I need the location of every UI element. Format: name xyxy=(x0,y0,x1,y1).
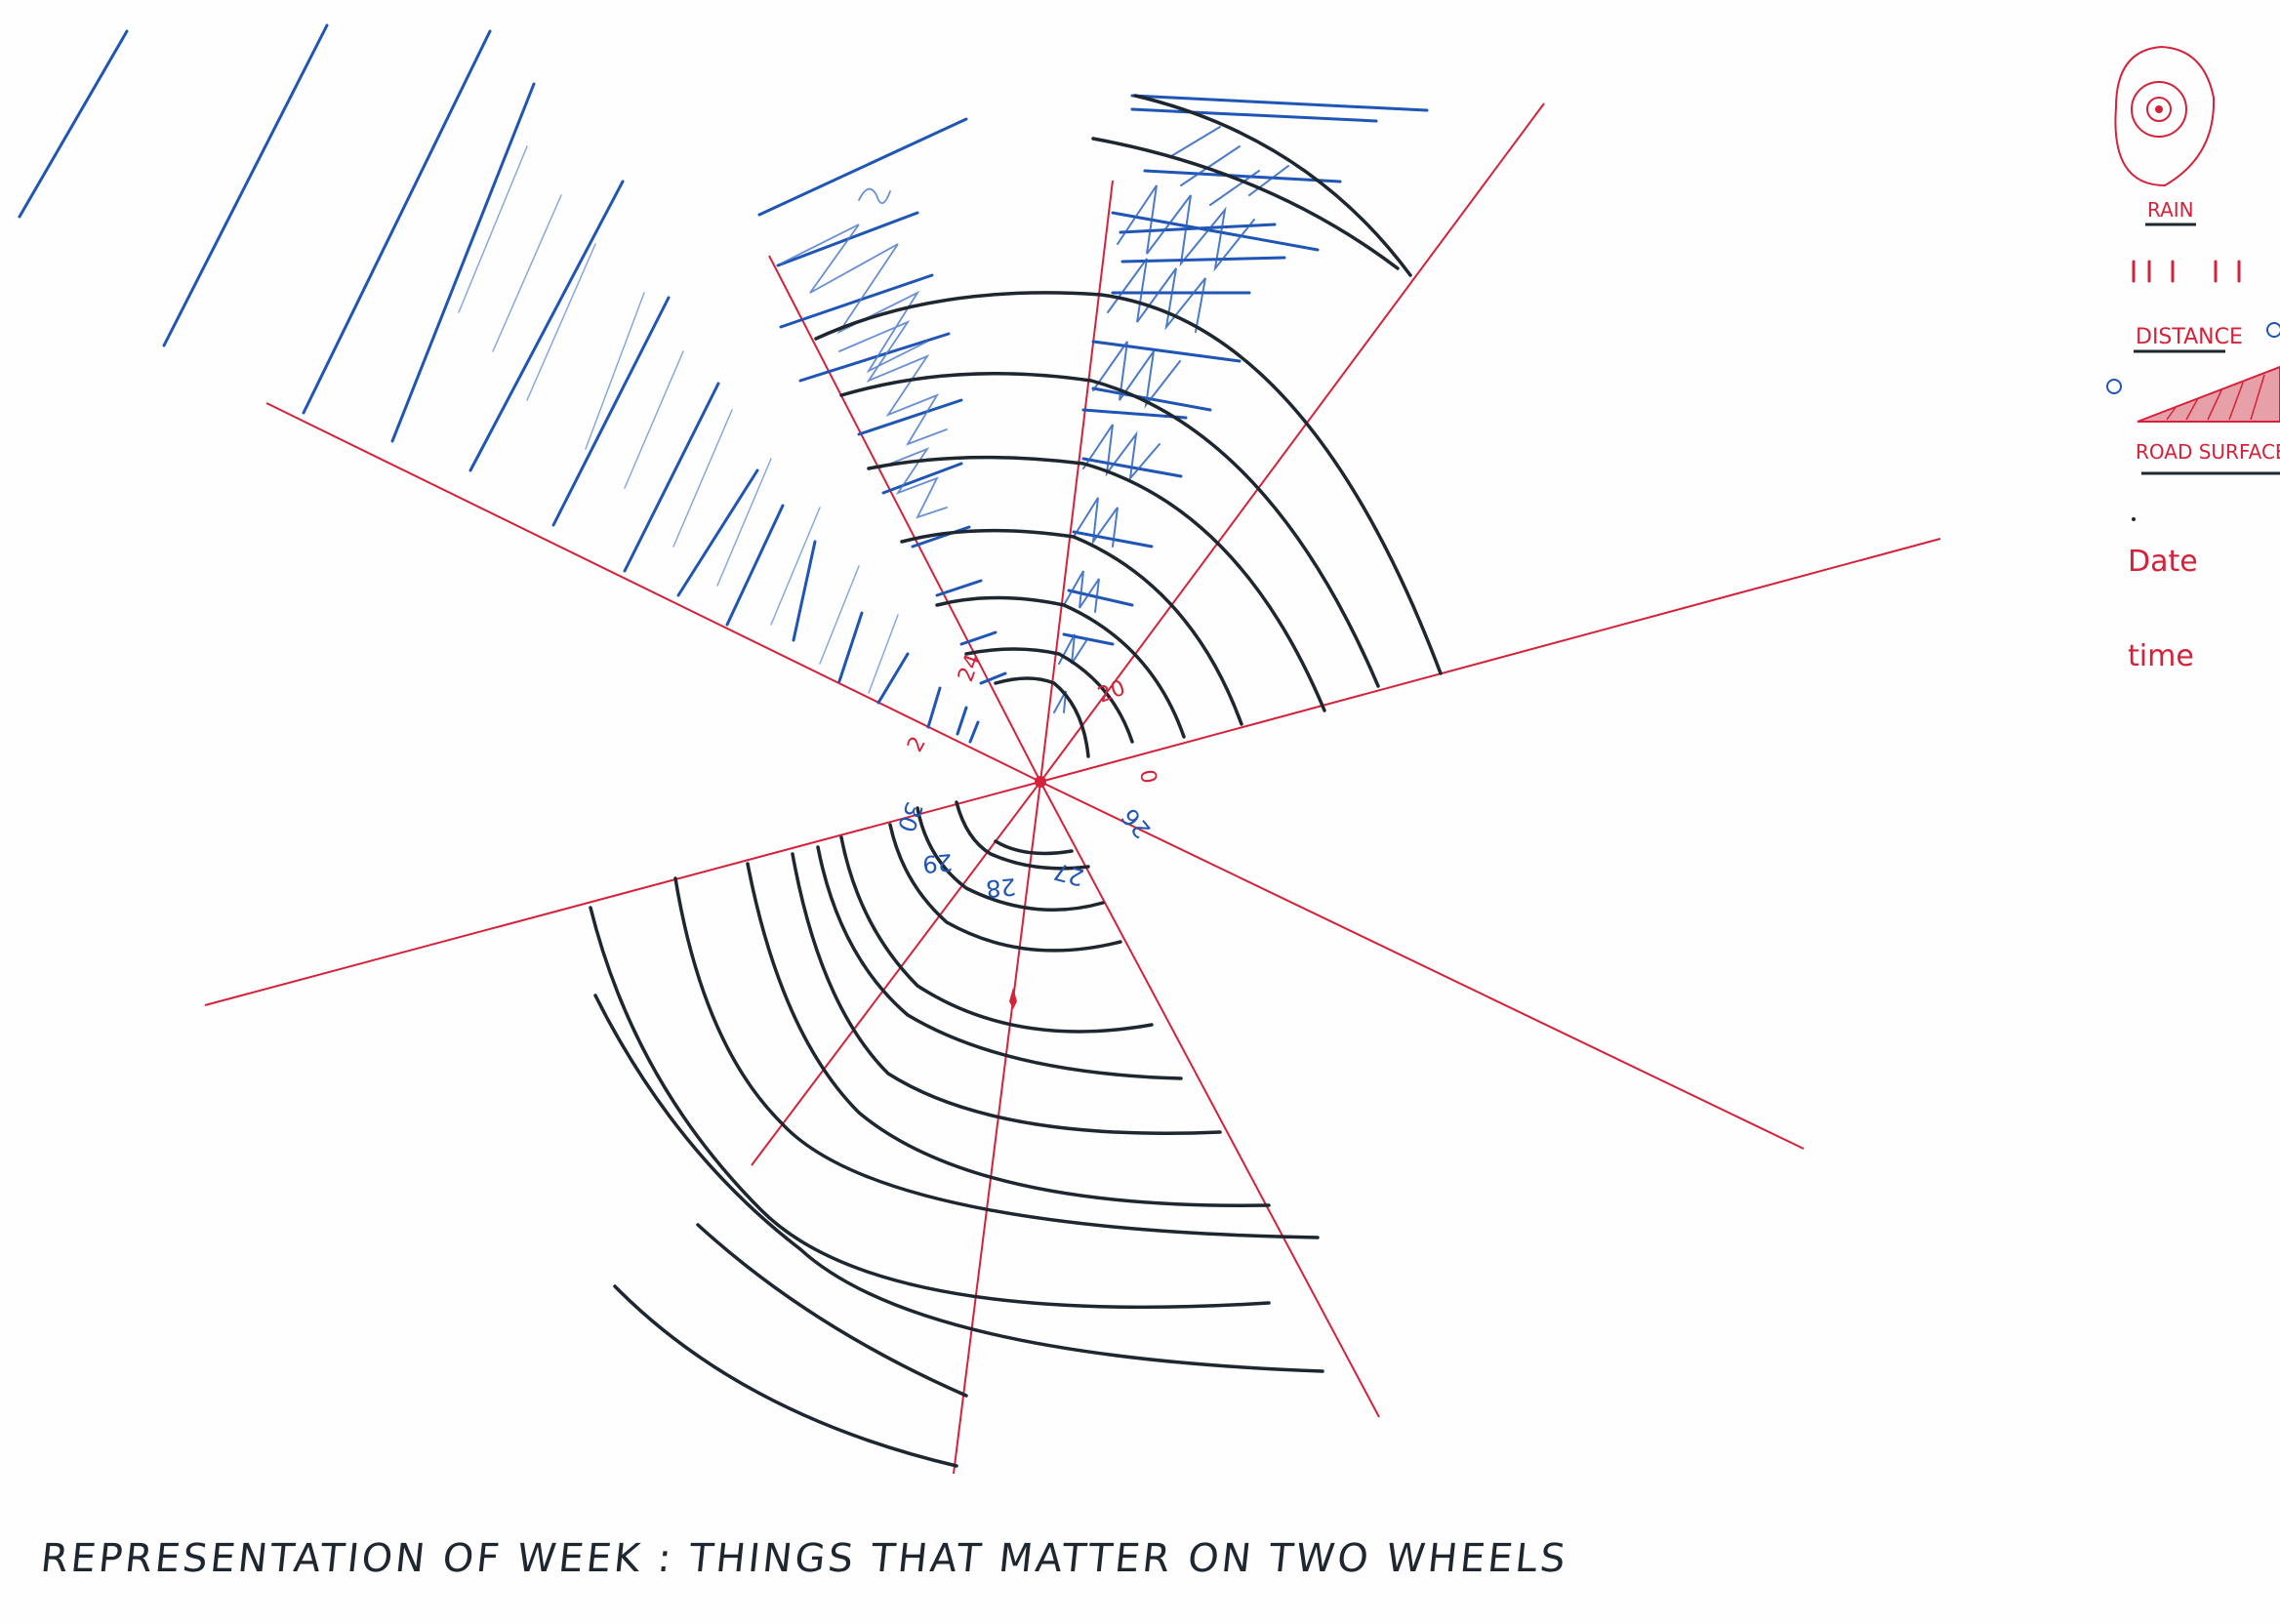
date-legend-dot xyxy=(2132,517,2136,521)
rain-scribble-right xyxy=(1053,126,1289,713)
legend: RAIN DISTANCE ROAD SURFACE Dat xyxy=(2106,45,2280,673)
center-point xyxy=(1035,776,1046,788)
date-label-28: 28 xyxy=(985,873,1017,903)
axis-lower-center xyxy=(953,781,1041,1475)
rain-legend-icon xyxy=(2114,45,2216,187)
axis-right xyxy=(1039,538,1941,783)
minus-icon xyxy=(2106,379,2122,394)
axis-lower-mid xyxy=(1039,781,1380,1418)
axis-upper-left xyxy=(265,402,1041,783)
plus-icon xyxy=(2266,322,2280,338)
time-label-upper-left: 2 xyxy=(903,733,931,756)
date-label-29: 29 xyxy=(921,848,954,878)
arrow-marker xyxy=(1009,988,1017,1009)
rain-hatching-left xyxy=(18,23,980,744)
time-label-right: 0 xyxy=(1134,768,1160,786)
radial-axes xyxy=(204,102,1941,1475)
date-label-27: 27 xyxy=(1051,857,1087,891)
axis-upper-center xyxy=(768,255,1041,783)
time-legend-label: time xyxy=(2128,639,2194,673)
distance-legend-label: DISTANCE xyxy=(2136,325,2243,349)
sketch-caption: REPRESENTATION OF WEEK : THINGS THAT MAT… xyxy=(38,1536,1570,1581)
rain-hatching-right xyxy=(1062,94,1429,646)
distance-rings-upper xyxy=(814,94,1443,758)
axis-lower-right xyxy=(1039,781,1805,1150)
axis-lower-left xyxy=(751,781,1041,1166)
rain-shading-center xyxy=(780,187,948,519)
distance-legend-icon xyxy=(2132,260,2241,283)
date-label-26: 26 xyxy=(1117,803,1157,843)
rain-legend-label: RAIN xyxy=(2147,198,2194,222)
date-legend-label: Date xyxy=(2128,545,2198,579)
distance-rings-lower xyxy=(589,800,1324,1468)
rain-shading-left xyxy=(458,145,899,694)
time-label-upper-center: 24 xyxy=(954,651,986,685)
axis-upper-right xyxy=(1039,102,1545,783)
road-surface-legend-icon xyxy=(2106,322,2280,423)
road-surface-legend-label: ROAD SURFACE xyxy=(2136,440,2280,464)
axis-left xyxy=(204,781,1041,1006)
